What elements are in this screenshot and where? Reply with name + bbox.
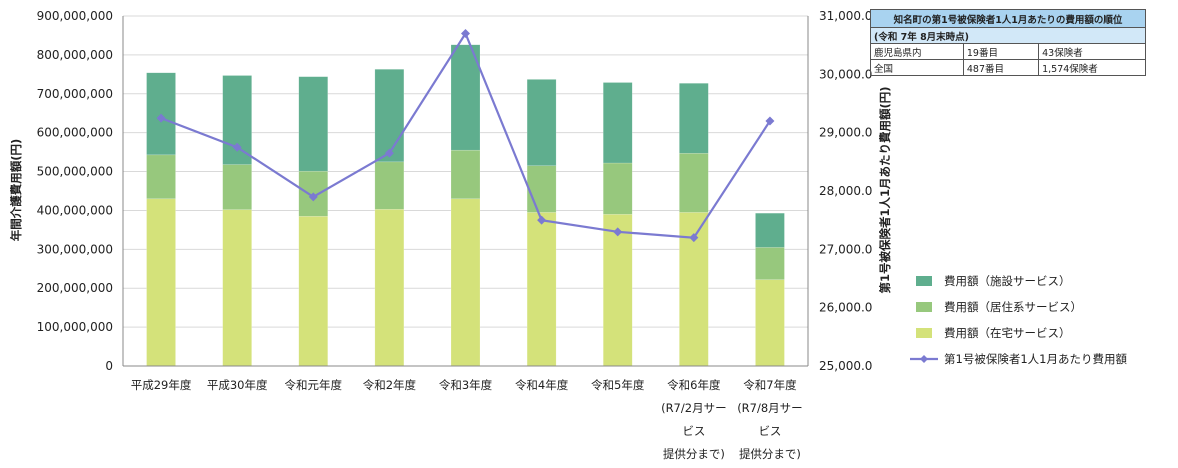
line-point: [232, 142, 242, 152]
legend-swatch: [916, 328, 932, 338]
bar-segment: [146, 198, 176, 367]
x-tick-label: 令和3年度: [439, 378, 493, 392]
x-tick-label: 平成29年度: [131, 378, 192, 392]
y-tick-label: 800,000,000: [37, 48, 113, 62]
line-point: [765, 116, 775, 126]
axes: [122, 16, 809, 367]
x-tick-label: 令和7年度: [743, 378, 797, 392]
line-point: [537, 215, 547, 225]
legend: 費用額（施設サービス） 費用額（居住系サービス） 費用額（在宅サービス） 第1号被保険…: [910, 274, 1127, 366]
legend-label: 費用額（居住系サービス）: [944, 300, 1082, 314]
y-tick-label: 600,000,000: [37, 126, 113, 140]
y-tick-label: 200,000,000: [37, 281, 113, 295]
bar-segment: [602, 82, 633, 164]
table-as-of: (令和 7年 8月末時点): [870, 27, 1146, 44]
ranking-table: 知名町の第1号被保険者1人1月あたりの費用額の順位 (令和 7年 8月末時点) …: [870, 9, 1146, 76]
bar-segment: [755, 212, 785, 248]
bar-segment: [679, 83, 709, 154]
bar-segment: [679, 153, 709, 213]
line-point: [384, 148, 394, 158]
x-axis-categories: 平成29年度 平成30年度 令和元年度 令和2年度 令和3年度 令和4年度 令和5年度 令和6…: [131, 378, 803, 461]
table-row: 鹿児島県内 19番目 43保険者: [870, 43, 1146, 60]
y-tick-label: 100,000,000: [37, 320, 113, 334]
y-tick-label: 300,000,000: [37, 242, 113, 256]
y2-tick-label: 27,000.0: [819, 242, 872, 256]
table-title: 知名町の第1号被保険者1人1月あたりの費用額の順位: [870, 9, 1146, 28]
bar-segment: [526, 212, 557, 367]
bar-segment: [526, 165, 557, 213]
x-tick-label: ビス: [682, 424, 705, 438]
table-asof-row: (令和 7年 8月末時点): [870, 27, 1146, 44]
x-tick-label: 令和5年度: [591, 378, 645, 392]
bar-segment: [450, 149, 481, 200]
legend-label: 第1号被保険者1人1月あたり費用額: [944, 352, 1127, 366]
y2-tick-label: 29,000.0: [819, 126, 872, 140]
bar-segment: [602, 214, 633, 367]
bar-segment: [374, 161, 405, 210]
y2-axis-ticks: 25,000.0 26,000.0 27,000.0 28,000.0 29,000.0…: [819, 9, 872, 373]
y-tick-label: 700,000,000: [37, 87, 113, 101]
line-series: [156, 29, 775, 243]
x-tick-label: ビス: [758, 424, 781, 438]
x-tick-label: 令和元年度: [285, 378, 343, 392]
table-cell-total: 1,574保険者: [1038, 59, 1146, 76]
table-cell-rank: 487番目: [962, 59, 1040, 76]
table-row: 全国 487番目 1,574保険者: [870, 59, 1146, 76]
legend-marker: [920, 355, 928, 363]
y2-tick-label: 26,000.0: [819, 301, 872, 315]
x-tick-label: (R7/2月サー: [661, 401, 727, 415]
table-cell-region: 鹿児島県内: [870, 43, 964, 60]
y-tick-label: 900,000,000: [37, 9, 113, 23]
y-axis-ticks: 0 100,000,000 200,000,000 300,000,000 400,00…: [37, 9, 113, 373]
x-tick-label: 令和4年度: [515, 378, 569, 392]
table-title-row: 知名町の第1号被保険者1人1月あたりの費用額の順位: [870, 9, 1146, 28]
y-tick-label: 500,000,000: [37, 165, 113, 179]
x-tick-label: 令和6年度: [667, 378, 721, 392]
bar-segment: [450, 198, 481, 367]
y2-tick-label: 31,000.0: [819, 9, 872, 23]
legend-label: 費用額（在宅サービス）: [944, 326, 1071, 340]
bar-segment: [146, 154, 176, 200]
bar-segment: [374, 209, 405, 367]
x-tick-label: 提供分まで): [739, 447, 801, 461]
bar-segment: [298, 216, 329, 367]
bar-segment: [526, 79, 557, 166]
legend-swatch: [916, 302, 932, 312]
line-point: [156, 113, 166, 123]
legend-swatch: [916, 276, 932, 286]
x-tick-label: 平成30年度: [207, 378, 268, 392]
y-axis-label: 年間介護費用額(円): [9, 139, 23, 242]
x-tick-label: 令和2年度: [363, 378, 417, 392]
bar-segment: [222, 164, 252, 210]
y2-tick-label: 25,000.0: [819, 359, 872, 373]
bar-segment: [450, 44, 481, 151]
x-tick-label: (R7/8月サー: [737, 401, 803, 415]
line-point: [613, 227, 623, 237]
x-tick-label: 提供分まで): [663, 447, 725, 461]
y2-axis-label: 第1号被保険者1人1月あたり費用額(円): [878, 86, 892, 293]
y-tick-label: 400,000,000: [37, 203, 113, 217]
bar-segment: [298, 76, 329, 172]
bar-segment: [374, 69, 405, 163]
y-tick-label: 0: [105, 359, 113, 373]
line-point: [689, 233, 699, 243]
line-point: [461, 29, 470, 38]
table-cell-region: 全国: [870, 59, 964, 76]
y2-tick-label: 30,000.0: [819, 67, 872, 81]
table-cell-rank: 19番目: [962, 43, 1040, 60]
legend-label: 費用額（施設サービス）: [944, 274, 1071, 288]
y2-tick-label: 28,000.0: [819, 184, 872, 198]
bar-segment: [755, 247, 785, 280]
bar-segment: [602, 162, 633, 215]
bar-segment: [755, 279, 785, 367]
bar-marks: [146, 44, 785, 367]
table-cell-total: 43保険者: [1038, 43, 1146, 60]
line-point: [308, 192, 318, 202]
bar-segment: [222, 209, 252, 367]
